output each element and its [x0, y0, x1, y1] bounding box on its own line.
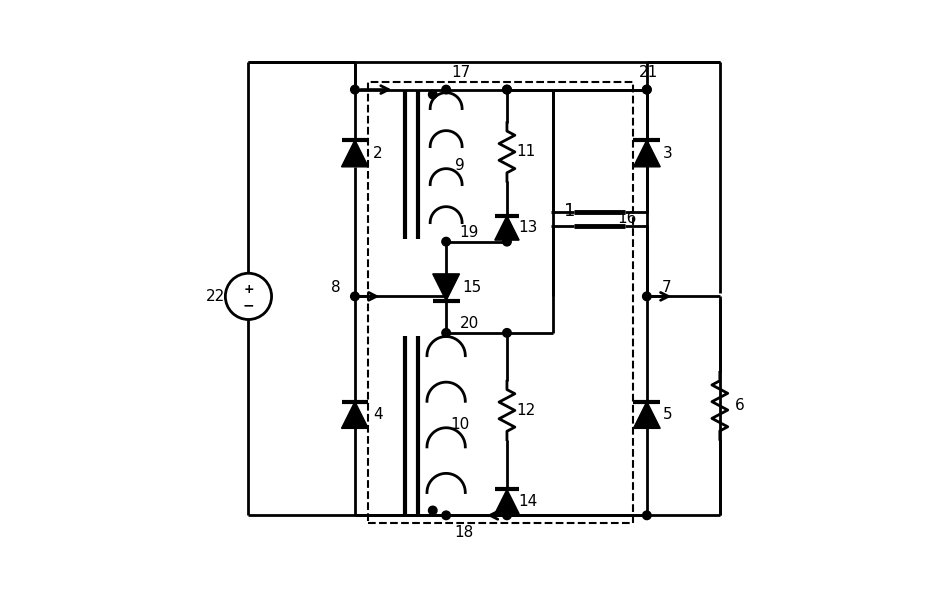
Text: 2: 2	[373, 146, 383, 161]
Polygon shape	[634, 401, 660, 428]
Text: 6: 6	[735, 398, 744, 414]
Circle shape	[643, 86, 652, 94]
Circle shape	[643, 511, 652, 519]
Text: 3: 3	[663, 146, 673, 161]
Polygon shape	[342, 140, 368, 167]
Circle shape	[503, 511, 511, 519]
Polygon shape	[634, 140, 660, 167]
Polygon shape	[433, 274, 459, 301]
Text: 1: 1	[563, 202, 575, 220]
Text: 4: 4	[373, 408, 383, 422]
Text: 19: 19	[459, 225, 479, 240]
Text: 15: 15	[462, 280, 481, 295]
Text: 21: 21	[638, 65, 657, 80]
Text: 20: 20	[459, 316, 479, 331]
Circle shape	[503, 86, 511, 94]
Circle shape	[442, 511, 451, 519]
Circle shape	[442, 329, 451, 337]
Circle shape	[643, 292, 652, 301]
Text: 10: 10	[450, 417, 469, 431]
Circle shape	[442, 238, 451, 246]
Polygon shape	[342, 401, 368, 428]
Circle shape	[428, 506, 437, 514]
Circle shape	[350, 86, 359, 94]
Text: 12: 12	[517, 403, 536, 418]
Text: 7: 7	[662, 280, 671, 295]
Circle shape	[428, 90, 437, 99]
Text: 5: 5	[663, 408, 673, 422]
Text: 8: 8	[331, 280, 340, 295]
Text: 9: 9	[455, 158, 464, 173]
Circle shape	[503, 238, 511, 246]
Circle shape	[503, 86, 511, 94]
Text: 18: 18	[455, 525, 474, 540]
Circle shape	[350, 292, 359, 301]
Circle shape	[643, 86, 652, 94]
Text: +: +	[243, 282, 254, 296]
Text: 14: 14	[519, 494, 538, 509]
Circle shape	[442, 86, 451, 94]
Text: 11: 11	[517, 144, 536, 159]
Text: 22: 22	[205, 289, 224, 304]
Text: −: −	[242, 298, 255, 312]
Text: 16: 16	[617, 211, 636, 226]
Polygon shape	[494, 489, 519, 514]
Text: 17: 17	[452, 65, 471, 80]
Text: 13: 13	[519, 221, 538, 235]
Polygon shape	[494, 216, 519, 240]
Circle shape	[503, 329, 511, 337]
